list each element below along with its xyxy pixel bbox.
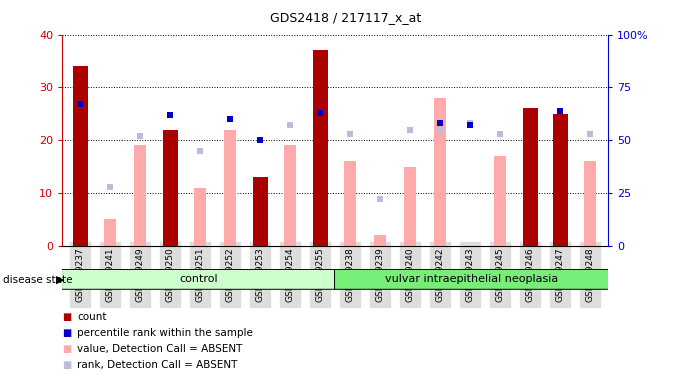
Bar	[134, 146, 146, 246]
Bar	[104, 219, 116, 246]
Bar	[73, 66, 88, 246]
FancyBboxPatch shape	[334, 270, 609, 289]
Bar	[224, 130, 236, 246]
Bar	[404, 167, 416, 246]
Text: vulvar intraepithelial neoplasia: vulvar intraepithelial neoplasia	[385, 274, 558, 285]
Bar	[312, 50, 328, 246]
Bar	[434, 98, 446, 246]
Text: control: control	[180, 274, 218, 285]
Text: GDS2418 / 217117_x_at: GDS2418 / 217117_x_at	[270, 12, 421, 25]
Bar	[284, 146, 296, 246]
Bar	[494, 156, 506, 246]
Text: ■: ■	[62, 312, 71, 322]
Bar	[553, 114, 567, 246]
Bar	[344, 161, 356, 246]
Bar	[194, 188, 206, 246]
Text: ■: ■	[62, 328, 71, 338]
Bar	[584, 161, 596, 246]
Text: rank, Detection Call = ABSENT: rank, Detection Call = ABSENT	[77, 360, 238, 370]
Bar	[522, 109, 538, 246]
Text: value, Detection Call = ABSENT: value, Detection Call = ABSENT	[77, 344, 243, 354]
Bar	[162, 130, 178, 246]
Text: count: count	[77, 312, 107, 322]
Text: ■: ■	[62, 360, 71, 370]
Bar	[253, 177, 267, 246]
Text: ▶: ▶	[56, 275, 64, 285]
Text: percentile rank within the sample: percentile rank within the sample	[77, 328, 254, 338]
Text: ■: ■	[62, 344, 71, 354]
Bar	[374, 235, 386, 246]
FancyBboxPatch shape	[61, 270, 336, 289]
Text: disease state: disease state	[3, 275, 73, 285]
